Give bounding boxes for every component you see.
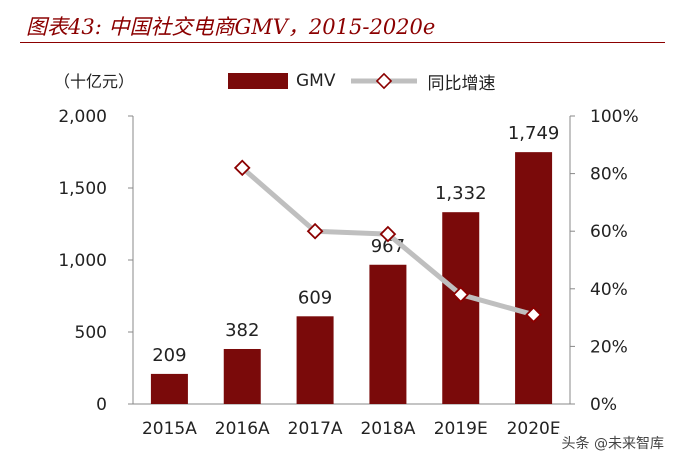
figure-title: 图表43: 中国社交电商GMV，2015-2020e — [26, 15, 436, 39]
x-tick-label: 2017A — [288, 419, 343, 439]
y2-tick-label: 0% — [590, 395, 617, 415]
bar-value-label: 382 — [225, 320, 259, 341]
growth-marker — [525, 306, 542, 324]
legend-item-growth: 同比增速 — [349, 69, 495, 94]
bar-value-label: 209 — [152, 345, 186, 366]
y2-tick-label: 20% — [590, 337, 628, 357]
legend: GMV 同比增速 — [228, 66, 495, 96]
x-tick-label: 2020E — [507, 419, 561, 439]
bar-gmv — [369, 264, 407, 404]
y-tick-label: 0 — [96, 395, 107, 415]
bar-gmv — [515, 152, 553, 404]
legend-item-gmv: GMV — [228, 71, 335, 91]
y-tick-label: 2,000 — [58, 107, 107, 127]
bar-gmv — [442, 212, 480, 404]
bar-gmv — [150, 373, 188, 404]
y-tick-label: 1,500 — [58, 179, 107, 199]
y2-tick-label: 40% — [590, 280, 628, 300]
legend-label-growth: 同比增速 — [427, 73, 496, 94]
title-rule — [20, 42, 665, 43]
growth-marker — [306, 222, 324, 240]
x-tick-label: 2015A — [142, 419, 197, 439]
x-tick-label: 2018A — [360, 419, 415, 439]
legend-bar-swatch — [228, 73, 288, 89]
watermark: 头条 @未来智库 — [557, 432, 668, 454]
y2-tick-label: 60% — [590, 222, 628, 242]
x-tick-label: 2019E — [434, 419, 488, 439]
bar-gmv — [223, 348, 261, 404]
bar-value-label: 1,332 — [435, 183, 487, 204]
y-tick-label: 1,000 — [58, 251, 107, 271]
y-tick-label: 500 — [75, 323, 107, 343]
bar-value-label: 1,749 — [508, 123, 560, 144]
legend-label-gmv: GMV — [296, 71, 336, 91]
bar-gmv — [296, 316, 334, 404]
bar-value-label: 609 — [298, 287, 332, 308]
growth-marker — [452, 286, 470, 303]
unit-label: （十亿元） — [54, 72, 135, 91]
growth-marker — [233, 159, 251, 177]
figure-header: 图表43: 中国社交电商GMV，2015-2020e — [0, 0, 682, 44]
legend-line-swatch — [351, 72, 418, 90]
y2-tick-label: 80% — [590, 165, 628, 185]
x-tick-label: 2016A — [215, 419, 270, 439]
y2-tick-label: 100% — [590, 107, 639, 127]
growth-marker — [379, 225, 397, 243]
